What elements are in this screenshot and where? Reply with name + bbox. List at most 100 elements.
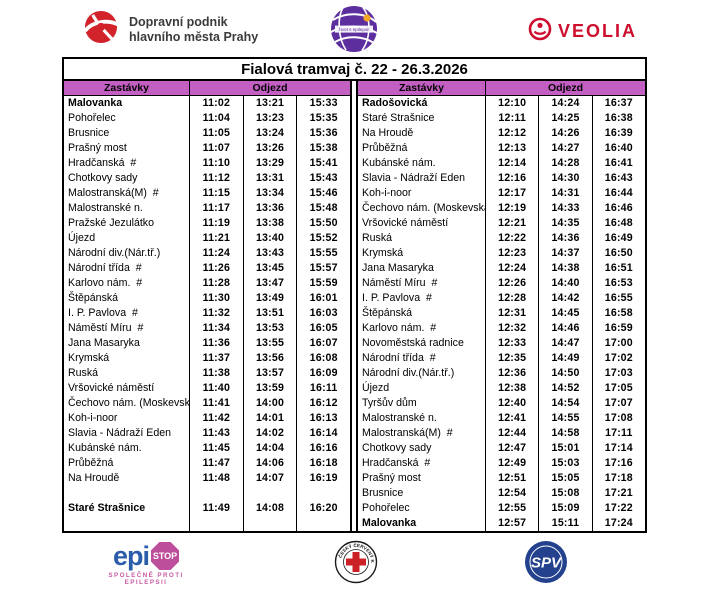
departure-time-cell: 11:34 [202, 322, 231, 334]
departure-time-cell: 16:13 [296, 411, 350, 426]
table-row: Malostranská(M) # 11:15 13:34 15:46 [64, 186, 350, 201]
departure-time-cell: 14:52 [538, 381, 591, 396]
departure-time-cell: 11:49 [202, 502, 231, 514]
departure-time-cell: 11:30 [202, 292, 231, 304]
departure-time-cell: 12:44 [498, 427, 527, 439]
departure-time-cell: 14:37 [538, 246, 591, 261]
departure-time-cell: 17:21 [591, 486, 645, 501]
table-row: Hradčanská # 12:49 15:03 17:16 [358, 456, 645, 471]
stop-name-cell: Národní div.(Nár.tř.) [64, 246, 190, 261]
departure-time-cell: 12:40 [498, 397, 527, 409]
departure-time-cell: 16:46 [591, 201, 645, 216]
stop-name-cell [64, 516, 190, 531]
departure-time-cell: 16:37 [591, 96, 645, 111]
stop-name-cell: Kubánské nám. [358, 156, 486, 171]
departure-time-cell: 14:35 [538, 216, 591, 231]
departure-time-cell: 11:19 [202, 217, 231, 229]
stop-name-cell: Krymská [358, 246, 486, 261]
departure-time-cell: 16:50 [591, 246, 645, 261]
table-row: Malovanka 12:57 15:11 17:24 [358, 516, 645, 531]
departure-time-cell: 13:56 [242, 351, 297, 366]
departure-time-cell: 16:05 [296, 321, 350, 336]
table-row: Brusnice 12:54 15:08 17:21 [358, 486, 645, 501]
departure-time-cell: 16:01 [296, 291, 350, 306]
stop-name-cell: Ruská [64, 366, 190, 381]
stop-name-cell: Koh-i-noor [358, 186, 486, 201]
stop-name-cell: Štěpánská [358, 306, 486, 321]
table-row: Náměstí Míru # 11:34 13:53 16:05 [64, 321, 350, 336]
table-row: Prašný most 12:51 15:05 17:18 [358, 471, 645, 486]
table-row: Jana Masaryka 11:36 13:55 16:07 [64, 336, 350, 351]
departure-time-cell: 15:01 [538, 441, 591, 456]
stop-name-cell: Hradčanská # [64, 156, 190, 171]
departure-time-cell: 12:16 [498, 172, 527, 184]
table-row: Staré Strašnice 12:11 14:25 16:38 [358, 111, 645, 126]
departure-time-cell: 15:35 [296, 111, 350, 126]
departure-time-cell: 16:48 [591, 216, 645, 231]
stop-name-cell: Malovanka [358, 516, 486, 531]
stop-name-cell: Malostranské n. [64, 201, 190, 216]
departure-time-cell: 12:21 [498, 217, 527, 229]
departure-time-cell: 12:41 [498, 412, 527, 424]
departure-time-cell: 11:21 [202, 232, 231, 244]
departure-time-cell: 15:09 [538, 501, 591, 516]
table-row: Národní třída # 11:26 13:45 15:57 [64, 261, 350, 276]
departure-time-cell: 16:38 [591, 111, 645, 126]
epilepsy-ball-label: život s epilepsií [338, 27, 370, 32]
departure-time-cell: 15:46 [296, 186, 350, 201]
stop-name-cell: Krymská [64, 351, 190, 366]
departure-time-cell: 14:00 [242, 396, 297, 411]
departure-time-cell [242, 516, 297, 531]
departure-time-cell: 16:19 [296, 471, 350, 486]
departure-time-cell: 12:22 [498, 232, 527, 244]
outbound-table-body: Malovanka 11:02 13:21 15:33 Pohořelec 11:04 13… [64, 96, 350, 531]
table-row: Hradčanská # 11:10 13:29 15:41 [64, 156, 350, 171]
departure-time-cell: 12:49 [498, 457, 527, 469]
spv-monogram: SPV [531, 555, 563, 572]
stop-name-cell: Jana Masaryka [358, 261, 486, 276]
departure-time-cell: 12:11 [498, 112, 526, 124]
stop-name-cell: Prašný most [358, 471, 486, 486]
departure-time-cell: 15:33 [296, 96, 350, 111]
departure-time-cell: 11:24 [202, 247, 231, 259]
departure-time-cell: 12:31 [498, 307, 527, 319]
stop-name-cell: Slavia - Nádraží Eden [358, 171, 486, 186]
table-row: Pohořelec 12:55 15:09 17:22 [358, 501, 645, 516]
departure-time-cell: 13:24 [242, 126, 297, 141]
departure-time-cell: 11:47 [202, 457, 231, 469]
departure-time-cell: 17:08 [591, 411, 645, 426]
table-row: Karlovo nám. # 11:28 13:47 15:59 [64, 276, 350, 291]
stop-name-cell: Na Hroudě [64, 471, 190, 486]
table-row: Slavia - Nádraží Eden 11:43 14:02 16:14 [64, 426, 350, 441]
stop-name-cell: Pražské Jezulátko [64, 216, 190, 231]
spv-club-logo: SPV [524, 540, 568, 589]
departure-time-cell: 12:57 [498, 517, 527, 529]
table-row: Koh-i-noor 12:17 14:31 16:44 [358, 186, 645, 201]
stop-name-cell: Újezd [358, 381, 486, 396]
departure-time-cell: 14:25 [538, 111, 591, 126]
departure-time-cell [242, 486, 297, 501]
stop-name-cell: Na Hroudě [358, 126, 486, 141]
table-row: Koh-i-noor 11:42 14:01 16:13 [64, 411, 350, 426]
table-row: Průběžná 12:13 14:27 16:40 [358, 141, 645, 156]
departure-time-cell: 11:05 [202, 127, 231, 139]
stop-name-cell: Ruská [358, 231, 486, 246]
epistop-logo: epi STOP SPOLEČNĚ PROTI EPILEPSII [86, 542, 206, 586]
stop-name-cell: Malostranská(M) # [358, 426, 486, 441]
veolia-logo-icon [528, 17, 552, 46]
timetable-box: Fialová tramvaj č. 22 - 26.3.2026 Zastáv… [62, 57, 647, 533]
departure-time-cell: 16:12 [296, 396, 350, 411]
departure-time-cell: 13:21 [242, 96, 297, 111]
departure-time-cell: 12:32 [498, 322, 527, 334]
departure-time-cell: 16:08 [296, 351, 350, 366]
return-table-body: Radošovická 12:10 14:24 16:37 Staré Strašnic… [358, 96, 645, 531]
tables-divider [352, 81, 356, 531]
departure-time-cell: 16:18 [296, 456, 350, 471]
departure-time-cell: 11:41 [202, 397, 231, 409]
table-row: Krymská 11:37 13:56 16:08 [64, 351, 350, 366]
departure-time-cell: 14:04 [242, 441, 297, 456]
departure-time-cell: 15:11 [538, 516, 591, 531]
departure-time-cell: 11:26 [202, 262, 231, 274]
table-row: Radošovická 12:10 14:24 16:37 [358, 96, 645, 111]
